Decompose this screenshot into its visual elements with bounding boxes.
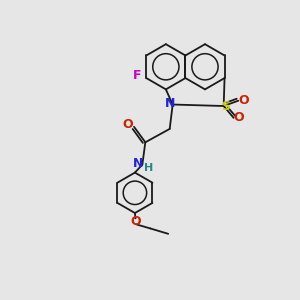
- Text: S: S: [221, 100, 230, 112]
- Text: N: N: [164, 97, 175, 110]
- Text: H: H: [144, 163, 154, 172]
- Text: O: O: [131, 215, 141, 228]
- Text: F: F: [133, 69, 141, 82]
- Text: O: O: [238, 94, 249, 107]
- Text: N: N: [133, 157, 143, 170]
- Text: O: O: [122, 118, 133, 131]
- Text: O: O: [234, 111, 244, 124]
